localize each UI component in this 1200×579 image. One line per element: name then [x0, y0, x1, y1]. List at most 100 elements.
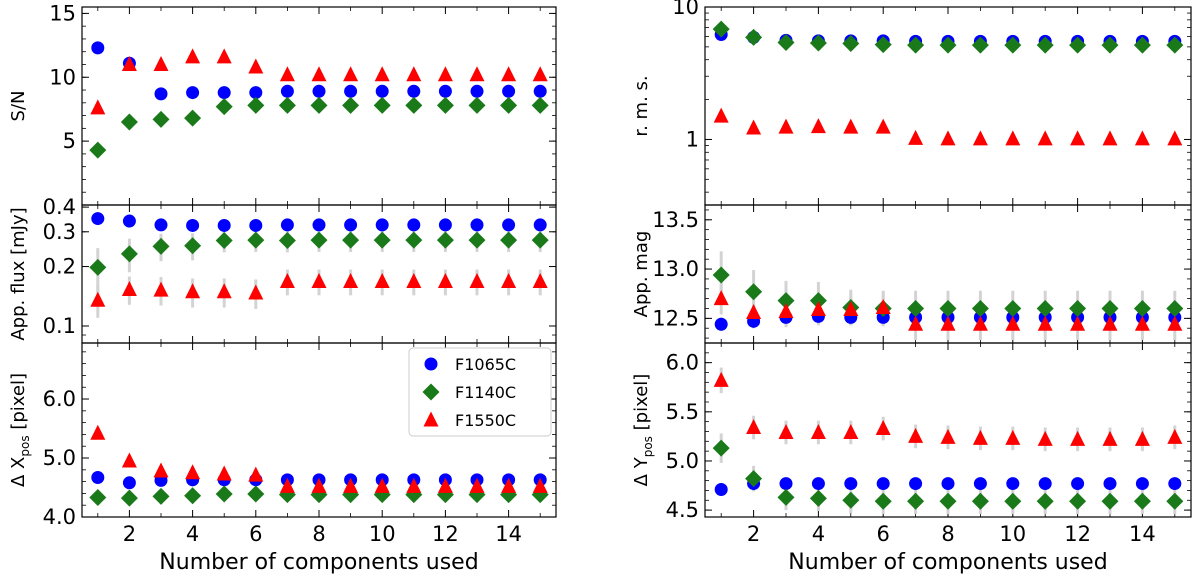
data-point-f1550c — [1167, 428, 1183, 444]
data-point-f1140c — [247, 485, 265, 503]
legend-label: F1140C — [455, 383, 516, 402]
data-point-f1065c — [154, 87, 168, 101]
data-point-f1140c — [436, 96, 454, 114]
data-point-f1550c — [279, 273, 295, 289]
data-point-f1550c — [216, 283, 232, 299]
y-tick-label: 4.0 — [43, 505, 76, 529]
data-point-f1065c — [280, 84, 294, 98]
legend-label: F1065C — [455, 355, 516, 374]
data-point-f1550c — [940, 315, 956, 331]
data-point-f1550c — [248, 58, 264, 74]
data-point-f1065c — [186, 218, 200, 232]
data-point-f1550c — [469, 273, 485, 289]
data-point-f1550c — [374, 273, 390, 289]
data-point-f1140c — [712, 439, 730, 457]
data-point-f1140c — [939, 36, 957, 54]
data-point-f1550c — [121, 281, 137, 297]
data-point-f1140c — [405, 96, 423, 114]
data-point-f1550c — [185, 464, 201, 480]
data-point-f1550c — [1037, 130, 1053, 146]
data-point-f1140c — [874, 36, 892, 54]
data-point-f1140c — [809, 292, 827, 310]
data-point-f1065c — [533, 84, 547, 98]
y-tick-label: 6.0 — [666, 351, 699, 375]
data-point-f1550c — [153, 281, 169, 297]
data-point-f1065c — [1135, 477, 1149, 491]
data-point-f1140c — [215, 485, 233, 503]
data-point-f1550c — [908, 315, 924, 331]
data-point-f1140c — [971, 36, 989, 54]
data-point-f1140c — [278, 232, 296, 250]
data-point-f1140c — [152, 487, 170, 505]
data-point-f1550c — [343, 66, 359, 82]
data-point-f1140c — [1036, 36, 1054, 54]
y-tick-label: 13.5 — [652, 208, 699, 232]
data-point-f1140c — [1166, 492, 1184, 510]
data-point-f1550c — [843, 300, 859, 316]
data-point-f1550c — [1070, 130, 1086, 146]
legend-marker-f1065c — [424, 357, 438, 371]
data-point-f1065c — [186, 86, 200, 100]
data-point-f1140c — [1004, 36, 1022, 54]
data-point-f1065c — [312, 218, 326, 232]
x-axis-label: Number of components used — [788, 550, 1107, 575]
y-tick-label: 0.4 — [43, 195, 76, 219]
data-point-f1550c — [153, 55, 169, 71]
y-tick-label: 12.5 — [652, 306, 699, 330]
y-tick-label: 15 — [49, 1, 76, 25]
data-point-f1550c — [1005, 315, 1021, 331]
data-point-f1550c — [746, 303, 762, 319]
data-point-f1140c — [89, 141, 107, 159]
data-point-f1550c — [908, 129, 924, 145]
data-point-f1550c — [501, 273, 517, 289]
data-point-f1550c — [90, 424, 106, 440]
data-point-f1550c — [532, 66, 548, 82]
y-tick-label: 10 — [672, 0, 699, 19]
data-point-f1140c — [712, 266, 730, 284]
data-point-f1140c — [1004, 492, 1022, 510]
data-point-f1550c — [90, 291, 106, 307]
data-point-f1140c — [1133, 36, 1151, 54]
y-tick-label: 0.3 — [43, 220, 76, 244]
data-point-f1140c — [436, 231, 454, 249]
y-tick-label: 5.0 — [666, 449, 699, 473]
data-point-f1140c — [184, 109, 202, 127]
data-point-f1065c — [438, 84, 452, 98]
data-point-f1140c — [278, 96, 296, 114]
data-point-f1140c — [342, 231, 360, 249]
data-point-f1550c — [875, 420, 891, 436]
data-point-f1065c — [844, 477, 858, 491]
data-point-f1550c — [1037, 430, 1053, 446]
data-point-f1550c — [1167, 315, 1183, 331]
data-point-f1550c — [311, 273, 327, 289]
data-point-f1065c — [973, 477, 987, 491]
data-point-f1140c — [531, 231, 549, 249]
data-point-f1550c — [406, 66, 422, 82]
data-point-f1065c — [344, 84, 358, 98]
data-point-f1140c — [184, 237, 202, 255]
y-tick-label: 10 — [49, 65, 76, 89]
data-point-f1550c — [343, 273, 359, 289]
data-point-f1140c — [809, 34, 827, 52]
data-point-f1550c — [469, 66, 485, 82]
data-point-f1140c — [1133, 492, 1151, 510]
data-point-f1065c — [470, 218, 484, 232]
data-point-f1550c — [437, 273, 453, 289]
data-point-f1550c — [437, 66, 453, 82]
data-point-f1140c — [247, 96, 265, 114]
data-point-f1140c — [310, 96, 328, 114]
data-point-f1550c — [248, 466, 264, 482]
data-point-f1065c — [407, 84, 421, 98]
x-tick-label: 8 — [941, 522, 954, 546]
x-tick-label: 14 — [1129, 522, 1156, 546]
data-point-f1140c — [1101, 36, 1119, 54]
data-point-f1550c — [437, 477, 453, 493]
data-point-f1065c — [941, 477, 955, 491]
data-point-f1065c — [344, 218, 358, 232]
data-point-f1550c — [153, 462, 169, 478]
data-point-f1140c — [1101, 300, 1119, 317]
data-point-f1065c — [714, 482, 728, 496]
data-point-f1065c — [217, 86, 231, 100]
data-point-f1140c — [842, 35, 860, 53]
